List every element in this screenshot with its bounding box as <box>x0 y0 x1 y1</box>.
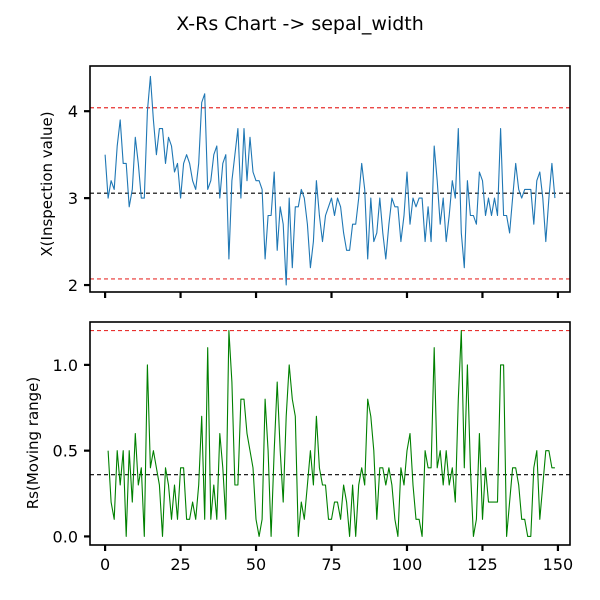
rs-panel: 0.0 0.5 1.0 0 25 50 75 100 125 150 <box>53 321 574 574</box>
x-tick-label: 125 <box>467 555 498 574</box>
x-tick-label: 150 <box>543 555 574 574</box>
y-tick-label: 0.0 <box>53 527 78 546</box>
x-tick-label: 100 <box>392 555 423 574</box>
rs-panel-ylabel: Rs(Moving range) <box>24 377 42 510</box>
x-tick-label: 25 <box>170 555 190 574</box>
y-tick-label: 4 <box>68 102 78 121</box>
y-tick-label: 3 <box>68 189 78 208</box>
plot-frame <box>89 65 571 293</box>
x-tick-label: 50 <box>246 555 266 574</box>
y-tick-label: 2 <box>68 276 78 295</box>
x-series-line <box>104 75 556 286</box>
rs-series-line <box>107 330 555 537</box>
y-tick-label: 1.0 <box>53 356 78 375</box>
x-panel: 2 3 4 <box>68 65 571 298</box>
x-tick-label: 0 <box>100 555 110 574</box>
chart-title: X-Rs Chart -> sepal_width <box>176 13 424 35</box>
y-tick-label: 0.5 <box>53 442 78 461</box>
x-panel-ylabel: X(Inspection value) <box>38 111 56 256</box>
plot-frame <box>89 321 571 546</box>
x-tick-label: 75 <box>321 555 341 574</box>
